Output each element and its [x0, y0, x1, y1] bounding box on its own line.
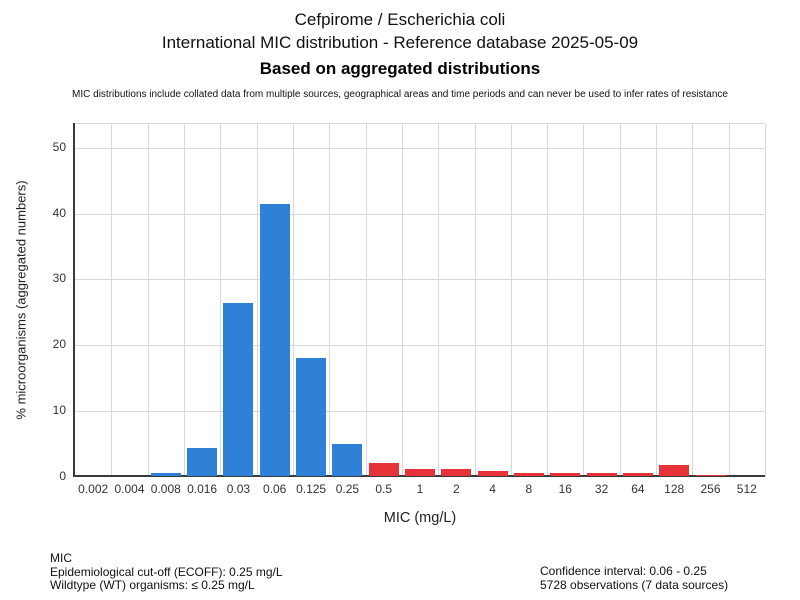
gridline-x-6 — [292, 124, 294, 477]
chart-title: Cefpirome / Escherichia coli — [294, 10, 506, 29]
y-axis-line — [73, 123, 75, 477]
bar-128[interactable] — [659, 465, 690, 476]
gridline-x-18 — [728, 124, 730, 477]
plot-area — [75, 123, 766, 477]
chart-subtitle-bold: Based on aggregated distributions — [259, 59, 541, 78]
chart-subtitle: International MIC distribution - Referen… — [161, 33, 639, 52]
x-tick-label-16: 16 — [558, 482, 572, 496]
footer-wildtype-line: Wildtype (WT) organisms: ≤ 0.25 mg/L — [50, 578, 255, 592]
x-tick-label-0.5: 0.5 — [375, 482, 393, 496]
x-tick-label-8: 8 — [525, 482, 533, 496]
x-tick-label-0.125: 0.125 — [296, 482, 327, 496]
x-tick-label-0.016: 0.016 — [187, 482, 218, 496]
x-tick-label-0.002: 0.002 — [78, 482, 109, 496]
gridline-x-8 — [365, 124, 367, 477]
gridline-y-20 — [75, 345, 765, 347]
x-tick-label-2: 2 — [452, 482, 460, 496]
y-tick-label-50: 50 — [52, 139, 66, 154]
bar-32[interactable] — [586, 473, 617, 476]
confidence-info-block: Confidence interval: 0.06 - 0.25 5728 ob… — [540, 564, 729, 592]
x-tick-label-0.004: 0.004 — [114, 482, 145, 496]
footer-mic-label: MIC — [50, 551, 72, 565]
ecoff-info-block: MIC Epidemiological cut-off (ECOFF): 0.2… — [50, 551, 283, 593]
footer-ecoff-line: Epidemiological cut-off (ECOFF): 0.25 mg… — [50, 564, 283, 579]
bar-1[interactable] — [405, 469, 435, 476]
x-tick-label-256: 256 — [700, 482, 721, 496]
bar-16[interactable] — [550, 473, 581, 476]
x-axis-line — [75, 475, 765, 477]
gridline-x-7 — [329, 124, 331, 477]
footer-confidence-line: Confidence interval: 0.06 - 0.25 — [540, 564, 707, 578]
gridline-x-15 — [619, 124, 621, 477]
gridline-y-40 — [75, 213, 765, 215]
gridline-y-50 — [75, 147, 765, 149]
disclaimer-text: MIC distributions include collated data … — [72, 89, 728, 100]
x-axis-title: MIC (mg/L) — [383, 510, 457, 526]
bar-0.25[interactable] — [332, 444, 363, 476]
gridline-x-2 — [147, 124, 149, 477]
gridline-x-11 — [474, 124, 476, 477]
x-tick-label-0.25: 0.25 — [335, 482, 360, 496]
gridline-x-5 — [256, 124, 258, 477]
gridline-x-3 — [183, 124, 185, 477]
x-tick-label-512: 512 — [736, 482, 757, 496]
x-tick-label-0.06: 0.06 — [263, 482, 287, 496]
y-tick-label-40: 40 — [52, 205, 66, 220]
bar-0.125[interactable] — [296, 358, 327, 476]
y-tick-label-20: 20 — [52, 337, 66, 352]
gridline-x-13 — [547, 124, 549, 477]
bar-0.06[interactable] — [259, 204, 290, 476]
bar-256[interactable] — [695, 475, 726, 476]
bar-0.008[interactable] — [150, 473, 181, 476]
gridline-x-12 — [510, 124, 512, 477]
x-tick-label-0.008: 0.008 — [150, 482, 181, 496]
y-tick-label-10: 10 — [52, 403, 66, 418]
gridline-x-14 — [583, 124, 585, 477]
y-tick-label-0: 0 — [59, 469, 66, 483]
bar-8[interactable] — [513, 473, 544, 476]
x-tick-label-32: 32 — [594, 482, 609, 496]
x-tick-label-1: 1 — [416, 482, 424, 496]
bar-64[interactable] — [622, 473, 653, 476]
gridline-y-30 — [75, 279, 765, 281]
y-axis-title: % microorganisms (aggregated numbers) — [13, 180, 29, 420]
gridline-x-19 — [765, 124, 766, 477]
gridline-x-9 — [401, 124, 403, 477]
x-tick-label-4: 4 — [489, 482, 496, 496]
gridline-y-10 — [75, 411, 765, 413]
bar-4[interactable] — [477, 471, 508, 476]
gridline-x-4 — [220, 124, 222, 477]
gridline-x-17 — [692, 124, 694, 477]
bar-0.5[interactable] — [368, 463, 399, 476]
x-tick-label-128: 128 — [664, 482, 685, 496]
bar-0.016[interactable] — [187, 448, 218, 476]
gridline-x-10 — [438, 124, 440, 477]
gridline-x-16 — [656, 124, 658, 477]
gridline-x-1 — [111, 124, 113, 477]
bar-0.03[interactable] — [223, 303, 254, 476]
x-tick-label-64: 64 — [631, 482, 645, 496]
y-tick-label-30: 30 — [52, 271, 66, 286]
x-tick-label-0.03: 0.03 — [226, 482, 251, 496]
footer-observations-line: 5728 observations (7 data sources) — [540, 577, 729, 592]
bar-2[interactable] — [441, 469, 472, 476]
